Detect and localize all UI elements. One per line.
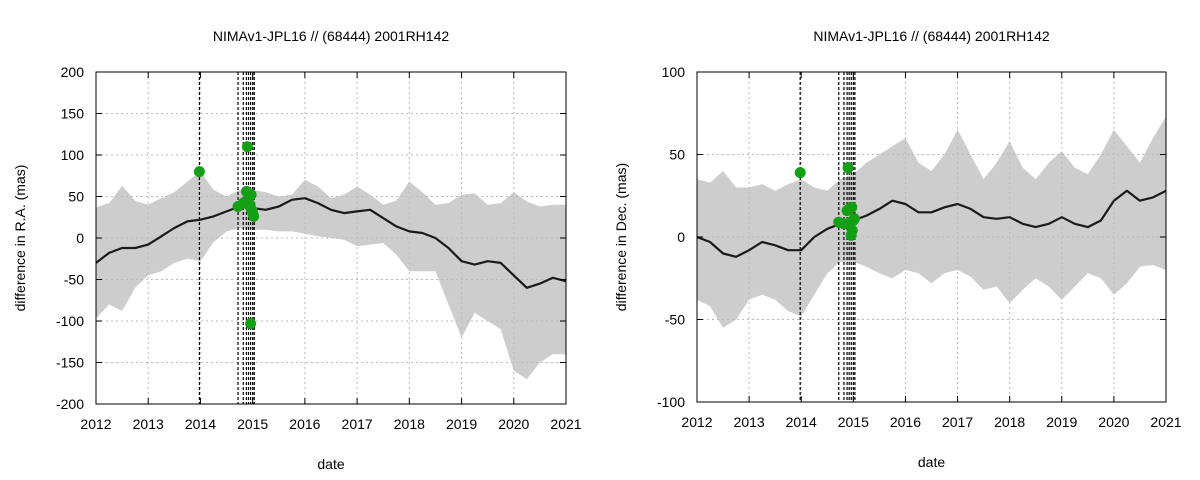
observation-point xyxy=(846,201,858,213)
y-tick-label: 50 xyxy=(68,189,84,205)
observation-point xyxy=(248,210,260,222)
observation-point xyxy=(842,162,854,174)
observation-point xyxy=(845,229,857,241)
chart-title: NIMAv1-JPL16 // (68444) 2001RH142 xyxy=(813,28,1050,44)
uncertainty-band xyxy=(697,116,1166,328)
x-tick-label: 2019 xyxy=(1046,414,1077,430)
chart-title: NIMAv1-JPL16 // (68444) 2001RH142 xyxy=(213,28,450,44)
x-axis-label: date xyxy=(317,456,344,472)
x-tick-label: 2016 xyxy=(289,416,320,432)
x-tick-label: 2018 xyxy=(394,416,425,432)
uncertainty-band xyxy=(96,171,566,380)
x-tick-label: 2015 xyxy=(237,416,268,432)
x-tick-label: 2020 xyxy=(498,416,529,432)
y-tick-label: 0 xyxy=(677,229,685,245)
y-tick-label: 100 xyxy=(61,147,85,163)
dec-difference-panel: 2012 2013 2014 2015 2016 2017 2018 2019 2020 2021… xyxy=(613,28,1182,470)
observation-point xyxy=(794,167,806,179)
y-tick-label: -100 xyxy=(56,313,84,329)
x-tick-label: 2014 xyxy=(786,414,817,430)
x-tick-label: 2013 xyxy=(734,414,765,430)
x-axis-label: date xyxy=(918,454,945,470)
x-tick-label: 2017 xyxy=(342,416,373,432)
x-tick-label: 2014 xyxy=(185,416,216,432)
x-tick-label: 2020 xyxy=(1098,414,1129,430)
x-tick-label: 2016 xyxy=(890,414,921,430)
y-tick-label: 50 xyxy=(669,147,685,163)
x-tick-label: 2015 xyxy=(838,414,869,430)
y-tick-label: 0 xyxy=(76,230,84,246)
x-tick-label: 2021 xyxy=(550,416,581,432)
y-tick-label: 200 xyxy=(61,64,85,80)
x-tick-label: 2012 xyxy=(80,416,111,432)
y-tick-label: 150 xyxy=(61,106,85,122)
y-axis-label: difference in Dec. (mas) xyxy=(613,163,629,311)
observation-point xyxy=(241,141,253,153)
mean-difference-line xyxy=(696,189,1167,258)
observation-point xyxy=(193,166,205,178)
y-tick-label: -50 xyxy=(64,272,84,288)
x-tick-label: 2018 xyxy=(994,414,1025,430)
ra-difference-panel: 2012 2013 2014 2015 2016 2017 2018 2019 2020 2021… xyxy=(12,28,582,472)
observation-point xyxy=(245,189,257,201)
y-axis-label: difference in R.A. (mas) xyxy=(12,165,28,312)
observation-point xyxy=(245,318,257,329)
x-tick-label: 2017 xyxy=(942,414,973,430)
x-tick-label: 2012 xyxy=(681,414,712,430)
x-tick-label: 2021 xyxy=(1150,414,1181,430)
y-tick-label: 100 xyxy=(662,64,686,80)
y-tick-label: -100 xyxy=(657,394,685,410)
x-tick-label: 2013 xyxy=(133,416,164,432)
x-tick-label: 2019 xyxy=(446,416,477,432)
mean-difference-line xyxy=(95,197,567,289)
y-tick-label: -200 xyxy=(56,396,84,412)
observation-point xyxy=(848,213,860,225)
y-tick-label: -150 xyxy=(56,355,84,371)
y-tick-label: -50 xyxy=(665,312,685,328)
